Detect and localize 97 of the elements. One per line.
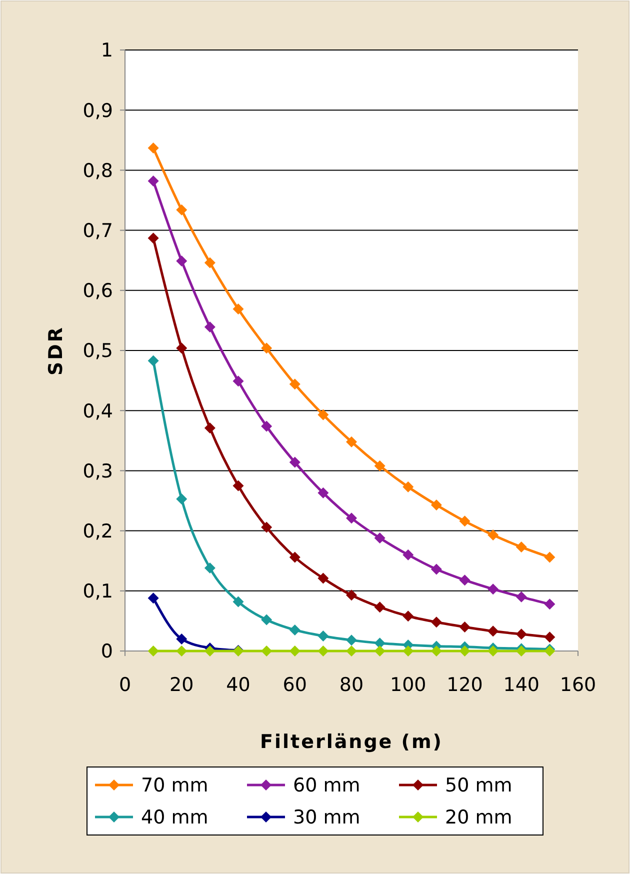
point xyxy=(318,487,329,498)
y-tick-label: 0,1 xyxy=(82,580,113,603)
point xyxy=(488,646,499,656)
point xyxy=(148,646,159,656)
point xyxy=(176,204,188,216)
x-tick-label: 80 xyxy=(339,674,364,696)
point xyxy=(516,542,527,553)
point xyxy=(544,598,556,610)
point xyxy=(402,610,414,622)
y-tick-label: 0,5 xyxy=(82,340,113,362)
point xyxy=(346,634,357,646)
point xyxy=(289,646,300,656)
point xyxy=(488,530,499,541)
legend-label: 70 mm xyxy=(141,774,208,797)
point xyxy=(459,621,470,632)
point xyxy=(374,532,386,544)
point xyxy=(232,376,244,387)
point xyxy=(544,552,556,563)
y-axis-title: SDR xyxy=(45,325,67,376)
point xyxy=(176,255,188,266)
y-tick-label: 0,8 xyxy=(82,160,113,182)
point xyxy=(261,614,272,626)
x-tick-label: 0 xyxy=(118,674,132,696)
x-tick-label: 20 xyxy=(170,674,194,696)
point xyxy=(261,342,272,354)
point xyxy=(204,322,216,333)
point xyxy=(148,592,159,604)
point xyxy=(402,646,414,656)
point xyxy=(374,638,386,649)
x-tick-label: 140 xyxy=(503,674,540,696)
point xyxy=(148,142,159,154)
point xyxy=(318,646,329,656)
x-tick-label: 100 xyxy=(390,674,426,696)
point xyxy=(516,628,527,640)
legend-label: 60 mm xyxy=(293,774,360,797)
point xyxy=(346,646,357,656)
x-tick-label: 120 xyxy=(446,674,483,696)
point xyxy=(204,646,216,656)
point xyxy=(488,626,499,637)
point xyxy=(318,409,329,420)
point xyxy=(459,574,470,586)
point xyxy=(346,590,357,601)
point xyxy=(204,422,216,434)
point xyxy=(261,646,272,656)
point xyxy=(544,632,556,643)
legend-label: 50 mm xyxy=(445,774,512,797)
point xyxy=(459,646,470,656)
y-tick-label: 0,3 xyxy=(82,460,113,482)
point xyxy=(261,420,272,432)
point xyxy=(402,481,414,492)
point xyxy=(374,646,386,656)
point xyxy=(148,232,159,244)
x-tick-label: 60 xyxy=(282,674,307,696)
y-tick-label: 1 xyxy=(100,40,113,62)
y-tick-label: 0,7 xyxy=(82,220,113,242)
point xyxy=(204,257,216,268)
point xyxy=(232,304,244,315)
legend-label: 40 mm xyxy=(141,806,208,829)
y-tick-label: 0,4 xyxy=(82,400,113,422)
legend-label: 20 mm xyxy=(445,806,512,829)
y-tick-label: 0,9 xyxy=(82,100,113,122)
point xyxy=(430,499,442,510)
point xyxy=(374,460,386,472)
point xyxy=(318,572,329,584)
point xyxy=(402,549,414,560)
y-tick-label: 0,2 xyxy=(82,520,113,542)
point xyxy=(346,512,357,524)
point xyxy=(176,493,188,504)
legend-label: 30 mm xyxy=(293,806,360,829)
point xyxy=(176,342,188,354)
point xyxy=(346,436,357,448)
point xyxy=(204,562,216,574)
point xyxy=(430,616,442,628)
point xyxy=(289,624,300,636)
point xyxy=(430,646,442,656)
point xyxy=(516,646,527,656)
x-tick-label: 40 xyxy=(226,674,250,696)
x-tick-label: 160 xyxy=(560,674,596,696)
point xyxy=(374,602,386,613)
point xyxy=(176,633,188,644)
point xyxy=(261,522,272,533)
x-axis-title: Filterlänge (m) xyxy=(260,731,443,753)
y-tick-label: 0 xyxy=(100,640,113,663)
point xyxy=(488,584,499,595)
point xyxy=(516,591,527,602)
point xyxy=(430,564,442,575)
point xyxy=(318,630,329,642)
point xyxy=(459,516,470,527)
point xyxy=(289,456,300,468)
point xyxy=(289,552,300,563)
point xyxy=(232,480,244,492)
point xyxy=(289,378,300,390)
point xyxy=(176,646,188,656)
y-tick-label: 0,6 xyxy=(82,280,113,302)
point xyxy=(148,355,159,366)
point xyxy=(232,596,244,608)
point xyxy=(148,176,159,187)
